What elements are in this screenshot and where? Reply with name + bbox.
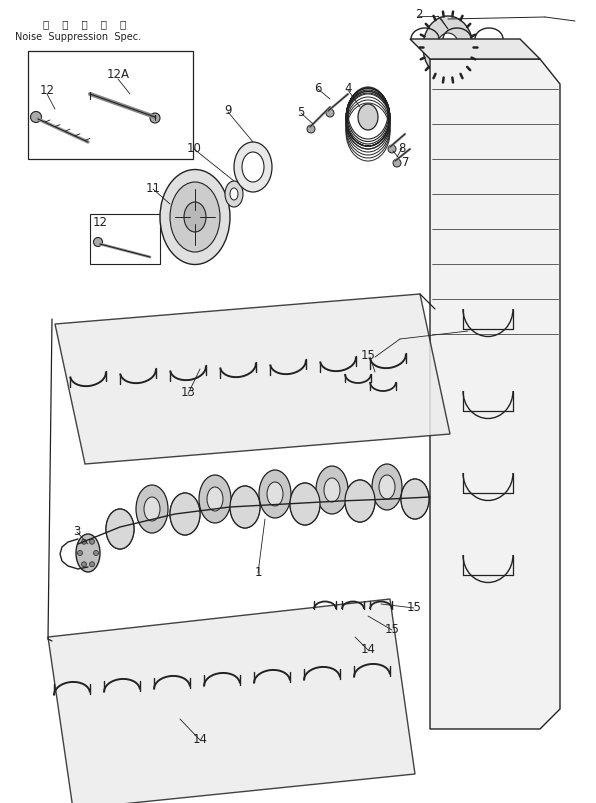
Text: 14: 14 [361,642,375,656]
Polygon shape [55,295,450,464]
Ellipse shape [423,17,473,79]
Text: 12: 12 [39,84,54,96]
Ellipse shape [106,509,134,549]
Ellipse shape [401,479,429,520]
Ellipse shape [199,475,231,524]
Ellipse shape [234,143,272,193]
Ellipse shape [372,464,402,511]
Ellipse shape [290,483,320,525]
Text: 15: 15 [384,622,399,636]
Ellipse shape [324,479,340,503]
Text: Noise  Suppression  Spec.: Noise Suppression Spec. [15,32,141,42]
Text: 低    騒    音    仕    様: 低 騒 音 仕 様 [44,19,126,29]
Circle shape [94,238,103,247]
Circle shape [77,551,82,556]
Text: 12: 12 [92,215,107,228]
Ellipse shape [401,479,429,520]
Circle shape [82,562,86,567]
Ellipse shape [170,183,220,253]
Text: 5: 5 [297,105,305,118]
Text: 3: 3 [73,525,80,538]
Circle shape [388,146,396,154]
Ellipse shape [259,471,291,519]
Ellipse shape [437,34,459,62]
Ellipse shape [316,467,348,515]
Ellipse shape [170,493,200,536]
Polygon shape [430,60,560,729]
Ellipse shape [144,497,160,521]
Circle shape [82,540,86,544]
Ellipse shape [184,202,206,233]
Text: 15: 15 [406,601,421,613]
Polygon shape [48,599,415,803]
Circle shape [393,160,401,168]
Ellipse shape [230,487,260,528]
Ellipse shape [358,105,378,131]
Text: 4: 4 [344,83,352,96]
Circle shape [307,126,315,134]
Ellipse shape [160,170,230,265]
Circle shape [94,551,98,556]
Circle shape [30,112,42,124]
Ellipse shape [170,493,200,536]
Polygon shape [410,40,540,60]
Text: 12A: 12A [107,68,129,81]
Text: 7: 7 [402,157,410,169]
Bar [28,52,193,160]
Circle shape [89,540,95,544]
Text: 15: 15 [361,349,375,362]
Ellipse shape [225,181,243,208]
Text: 8: 8 [398,141,406,154]
Text: 6: 6 [314,81,322,95]
Text: 9: 9 [224,104,232,117]
Ellipse shape [106,509,134,549]
Ellipse shape [345,480,375,522]
Text: 10: 10 [187,142,201,155]
Text: 14: 14 [193,732,207,745]
Circle shape [326,110,334,118]
Ellipse shape [76,534,100,573]
Text: 2: 2 [415,7,423,20]
Text: 1: 1 [254,566,262,579]
Circle shape [150,114,160,124]
Ellipse shape [379,475,395,499]
Ellipse shape [267,483,283,507]
Text: 11: 11 [145,181,160,194]
Bar [90,214,160,265]
Ellipse shape [136,485,168,533]
Ellipse shape [207,487,223,512]
Ellipse shape [290,483,320,525]
Ellipse shape [230,487,260,528]
Ellipse shape [230,189,238,201]
Ellipse shape [242,153,264,183]
Text: 13: 13 [181,386,195,399]
Ellipse shape [345,480,375,522]
Circle shape [89,562,95,567]
